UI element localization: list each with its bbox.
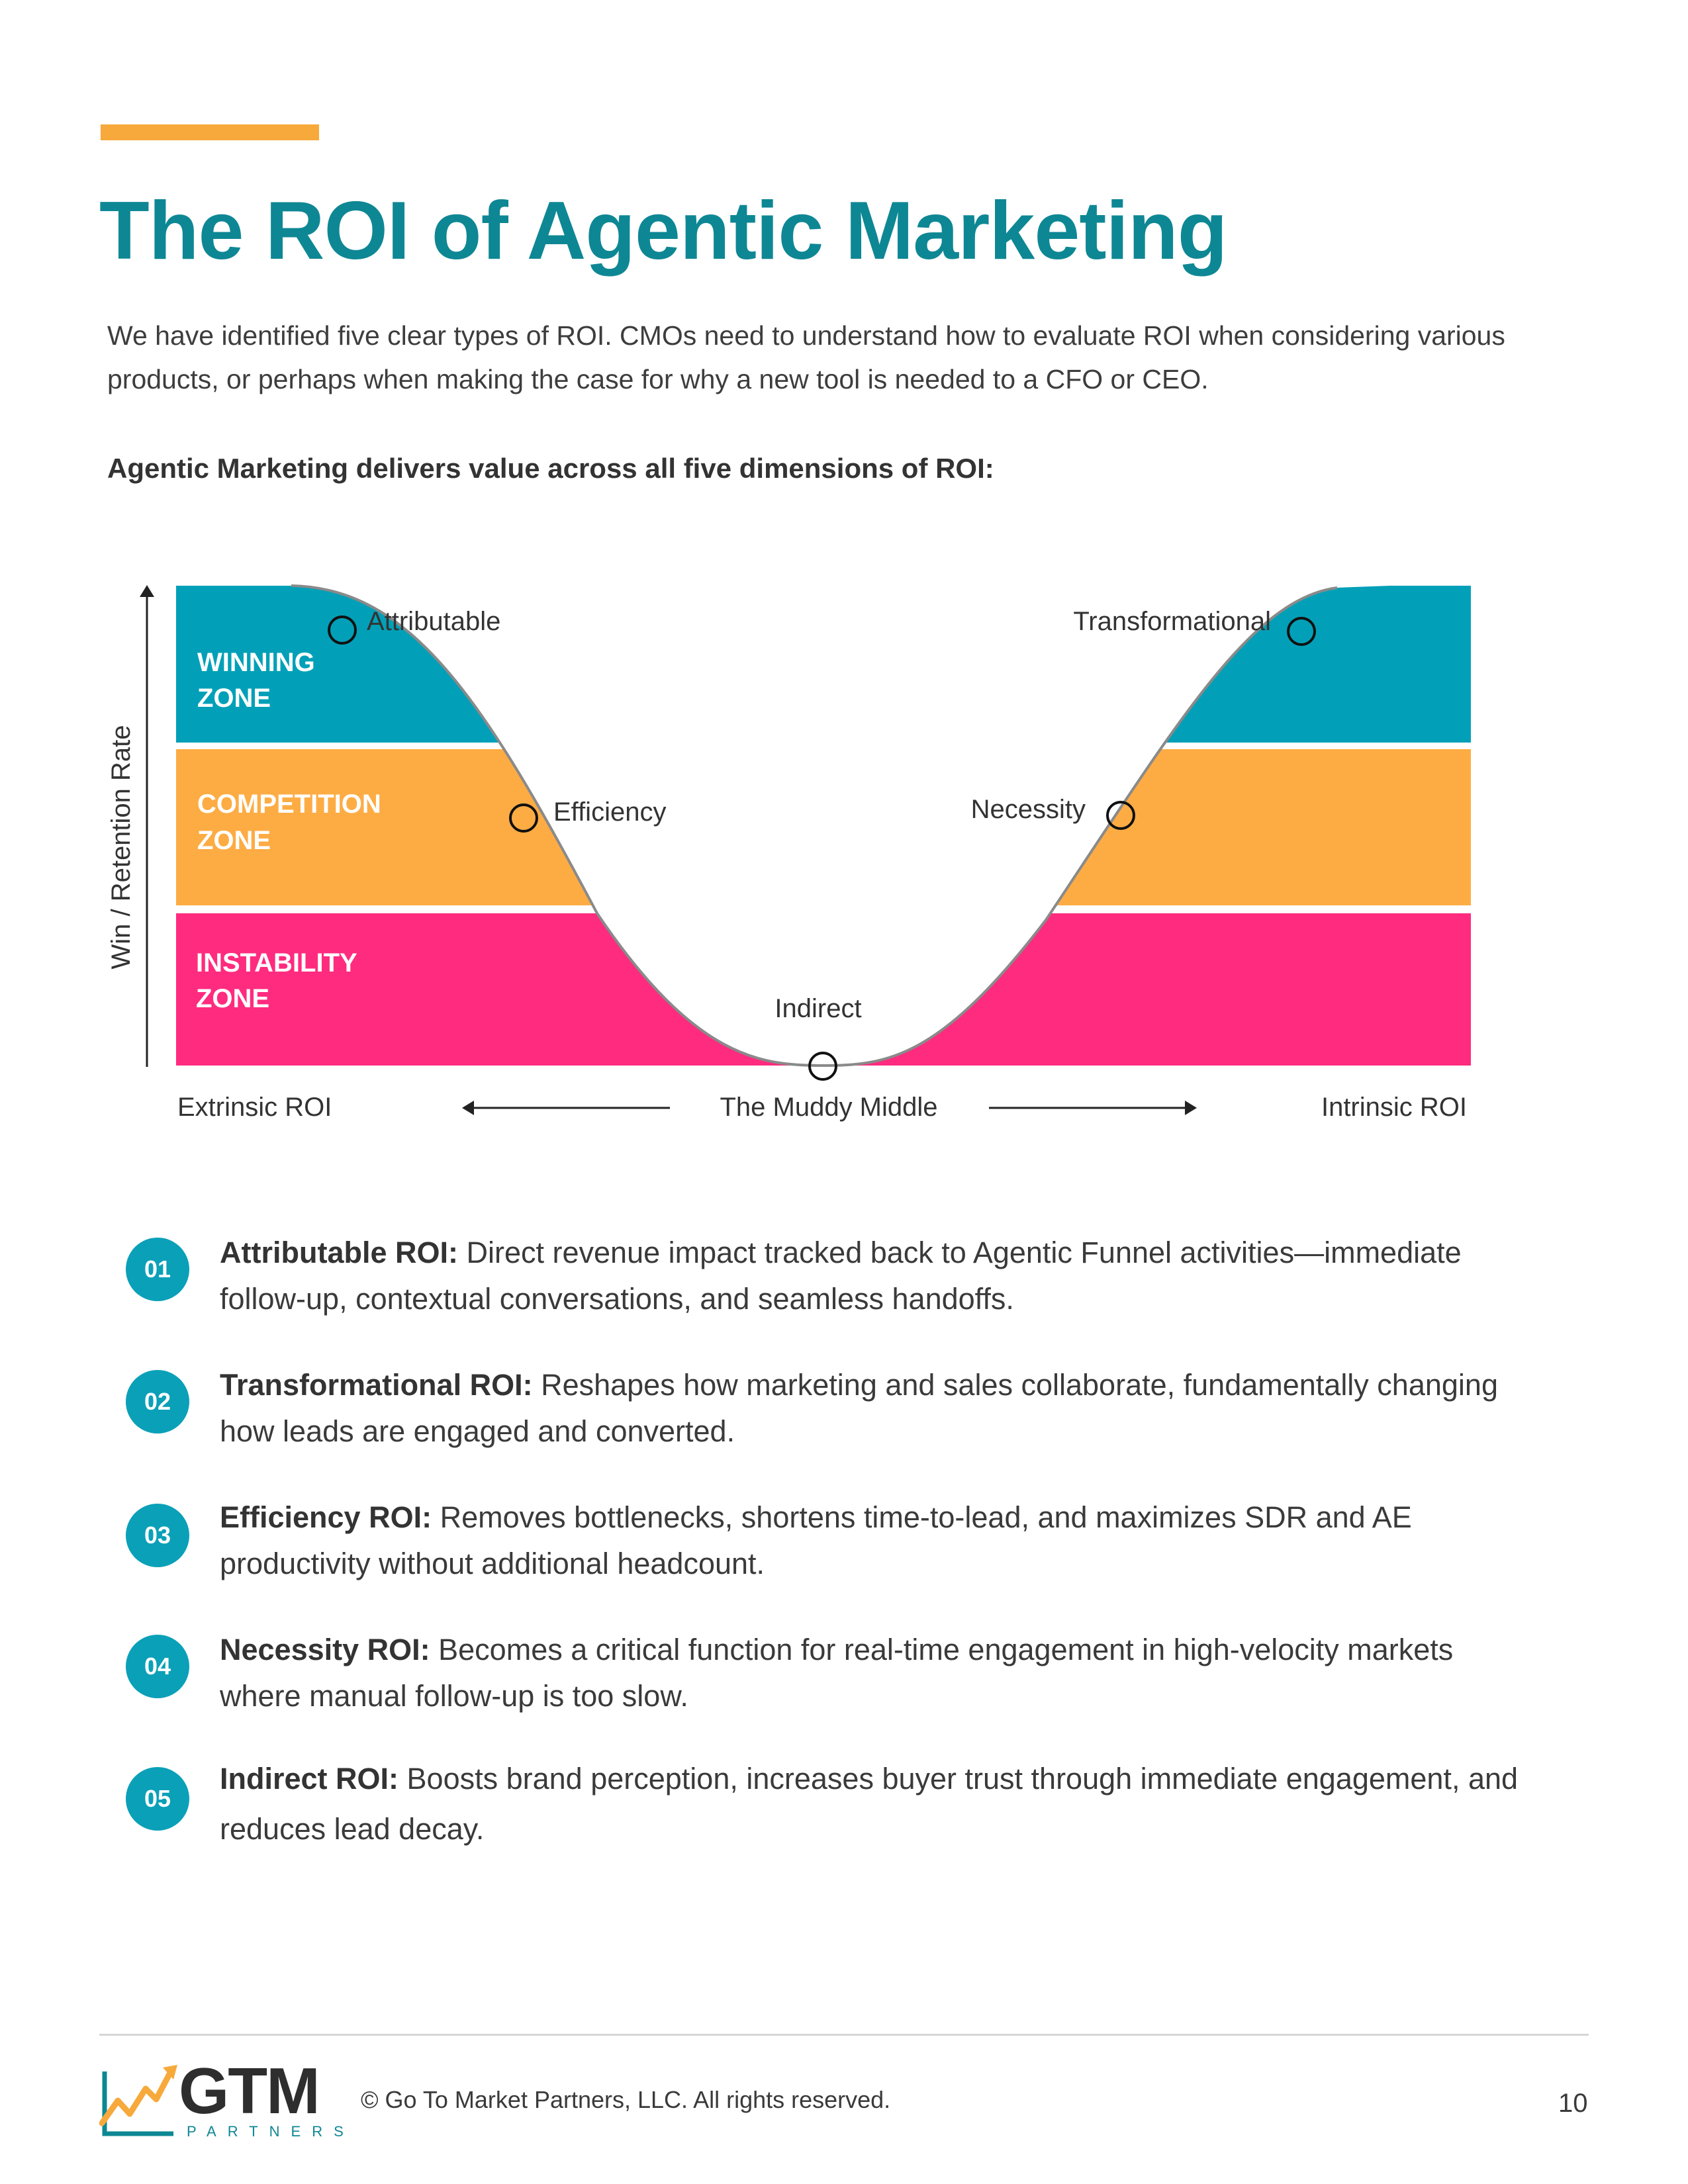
item-text: Indirect ROI: Boosts brand perception, i… <box>220 1754 1537 1854</box>
zone-label-competition-2: ZONE <box>197 826 271 855</box>
page-title: The ROI of Agentic Marketing <box>99 185 1228 277</box>
number-badge: 04 <box>126 1635 189 1698</box>
number-badge: 02 <box>126 1370 189 1433</box>
lead-heading: Agentic Marketing delivers value across … <box>107 453 994 484</box>
item-description: Removes bottlenecks, shortens time-to-le… <box>220 1500 1412 1580</box>
point-marker-indirect <box>808 1052 837 1081</box>
number-badge: 03 <box>126 1504 189 1567</box>
point-label-indirect: Indirect <box>774 994 861 1023</box>
point-marker-necessity <box>1106 801 1135 830</box>
instability-zone-band <box>176 913 1471 1066</box>
x-axis-label-middle: The Muddy Middle <box>720 1093 937 1122</box>
item-text: Transformational ROI: Reshapes how marke… <box>220 1362 1537 1455</box>
item-description: Reshapes how marketing and sales collabo… <box>220 1368 1498 1448</box>
item-label: Efficiency ROI: <box>220 1500 432 1534</box>
page-number: 10 <box>1558 2089 1588 2118</box>
logo-wordmark: GTM <box>179 2054 320 2127</box>
x-axis-label-left: Extrinsic ROI <box>177 1093 332 1122</box>
number-badge: 01 <box>126 1238 189 1301</box>
item-label: Necessity ROI: <box>220 1633 430 1666</box>
zone-label-winning-1: WINNING <box>197 648 315 677</box>
x-arrow-left-head <box>462 1101 474 1115</box>
competition-zone-band <box>176 749 1471 905</box>
copyright-text: © Go To Market Partners, LLC. All rights… <box>361 2086 891 2113</box>
item-label: Indirect ROI: <box>220 1762 399 1796</box>
x-axis-label-right: Intrinsic ROI <box>1321 1093 1467 1122</box>
item-description: Boosts brand perception, increases buyer… <box>220 1762 1519 1846</box>
point-label-attributable: Attributable <box>367 607 500 636</box>
number-badge: 05 <box>126 1767 189 1831</box>
point-label-efficiency: Efficiency <box>553 797 666 827</box>
gtm-logo-icon <box>99 2065 177 2136</box>
y-axis-arrowhead <box>140 585 154 597</box>
zone-label-instability-1: INSTABILITY <box>196 948 357 978</box>
zone-label-instability-2: ZONE <box>196 984 269 1013</box>
item-label: Attributable ROI: <box>220 1236 458 1269</box>
accent-bar <box>101 124 319 140</box>
item-label: Transformational ROI: <box>220 1368 533 1402</box>
item-text: Efficiency ROI: Removes bottlenecks, sho… <box>220 1494 1537 1587</box>
zone-label-competition-1: COMPETITION <box>197 790 381 819</box>
roi-diagram: Win / Retention Rate WINNING ZONE COMPET… <box>107 584 1471 1122</box>
item-text: Necessity ROI: Becomes a critical functi… <box>220 1627 1537 1719</box>
point-marker-transformational <box>1287 617 1316 646</box>
item-text: Attributable ROI: Direct revenue impact … <box>220 1230 1537 1322</box>
zone-label-winning-2: ZONE <box>197 684 271 713</box>
point-marker-efficiency <box>509 803 538 833</box>
footer-divider <box>99 2034 1589 2036</box>
logo-subtitle: PARTNERS <box>187 2123 355 2140</box>
item-description: Becomes a critical function for real-tim… <box>220 1633 1454 1713</box>
point-marker-attributable <box>328 615 357 645</box>
y-axis-label: Win / Retention Rate <box>107 725 136 969</box>
item-description: Direct revenue impact tracked back to Ag… <box>220 1236 1462 1316</box>
intro-paragraph: We have identified five clear types of R… <box>107 320 1505 394</box>
point-label-necessity: Necessity <box>971 795 1086 824</box>
point-label-transformational: Transformational <box>1073 607 1271 636</box>
x-arrow-right-head <box>1185 1101 1197 1115</box>
roi-curve <box>291 584 1338 1068</box>
